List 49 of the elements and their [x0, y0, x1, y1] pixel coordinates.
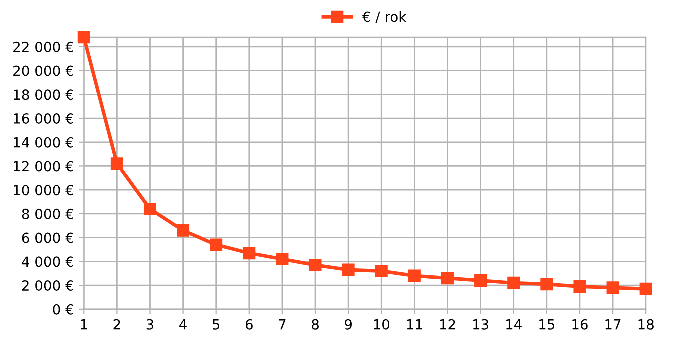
- y-tick-label: 12 000 €: [14, 161, 74, 172]
- y-tick-label: 14 000 €: [14, 137, 74, 148]
- x-tick-label: 15: [540, 320, 555, 330]
- point: [144, 202, 156, 216]
- x-tick-label: 14: [506, 320, 522, 330]
- x-tick-label: 9: [345, 319, 352, 330]
- point: [640, 282, 652, 296]
- point: [309, 259, 322, 272]
- x-tick-label: 12: [440, 319, 456, 330]
- point: [540, 278, 554, 291]
- x-tick-label: 4: [180, 320, 187, 330]
- point: [441, 272, 454, 285]
- y-tick-label: 6 000 €: [22, 232, 74, 244]
- y-tick-label: 8 000 €: [22, 208, 74, 220]
- point: [110, 158, 124, 170]
- point: [474, 274, 488, 288]
- x-tick-label: 18: [638, 319, 654, 330]
- y-tick-label: 18 000 €: [14, 90, 74, 100]
- point: [375, 264, 388, 278]
- x-tick-label: 10: [374, 319, 390, 330]
- point: [243, 247, 256, 260]
- x-tick-label: 2: [114, 319, 120, 330]
- x-tick-label: 17: [606, 320, 621, 330]
- point: [574, 280, 586, 293]
- point: [177, 224, 190, 237]
- y-tick-label: 2 000 €: [22, 280, 74, 292]
- point: [508, 276, 520, 290]
- y-tick-label: 10 000 €: [14, 185, 74, 196]
- point: [342, 264, 355, 276]
- point: [210, 238, 223, 252]
- y-tick-label: 0 €: [53, 304, 74, 315]
- x-tick-label: 6: [246, 319, 253, 330]
- x-tick-label: 3: [146, 319, 154, 330]
- y-tick-label: 4 000 €: [22, 256, 74, 268]
- y-tick-label: 16 000 €: [14, 113, 74, 124]
- x-tick-label: 16: [572, 319, 588, 330]
- y-tick-label: 22 000 €: [14, 42, 74, 52]
- point: [606, 282, 620, 294]
- point: [78, 31, 90, 44]
- x-tick-label: 13: [473, 319, 489, 330]
- legend-label: € / rok: [362, 11, 407, 24]
- x-tick-label: 7: [279, 320, 286, 330]
- y-tick-label: 20 000 €: [14, 66, 74, 76]
- point: [276, 253, 289, 266]
- x-tick-label: 5: [213, 320, 220, 330]
- point: [408, 270, 421, 282]
- x-tick-label: 11: [407, 320, 422, 330]
- x-tick-label: 8: [312, 319, 319, 330]
- x-tick-label: 1: [81, 320, 88, 330]
